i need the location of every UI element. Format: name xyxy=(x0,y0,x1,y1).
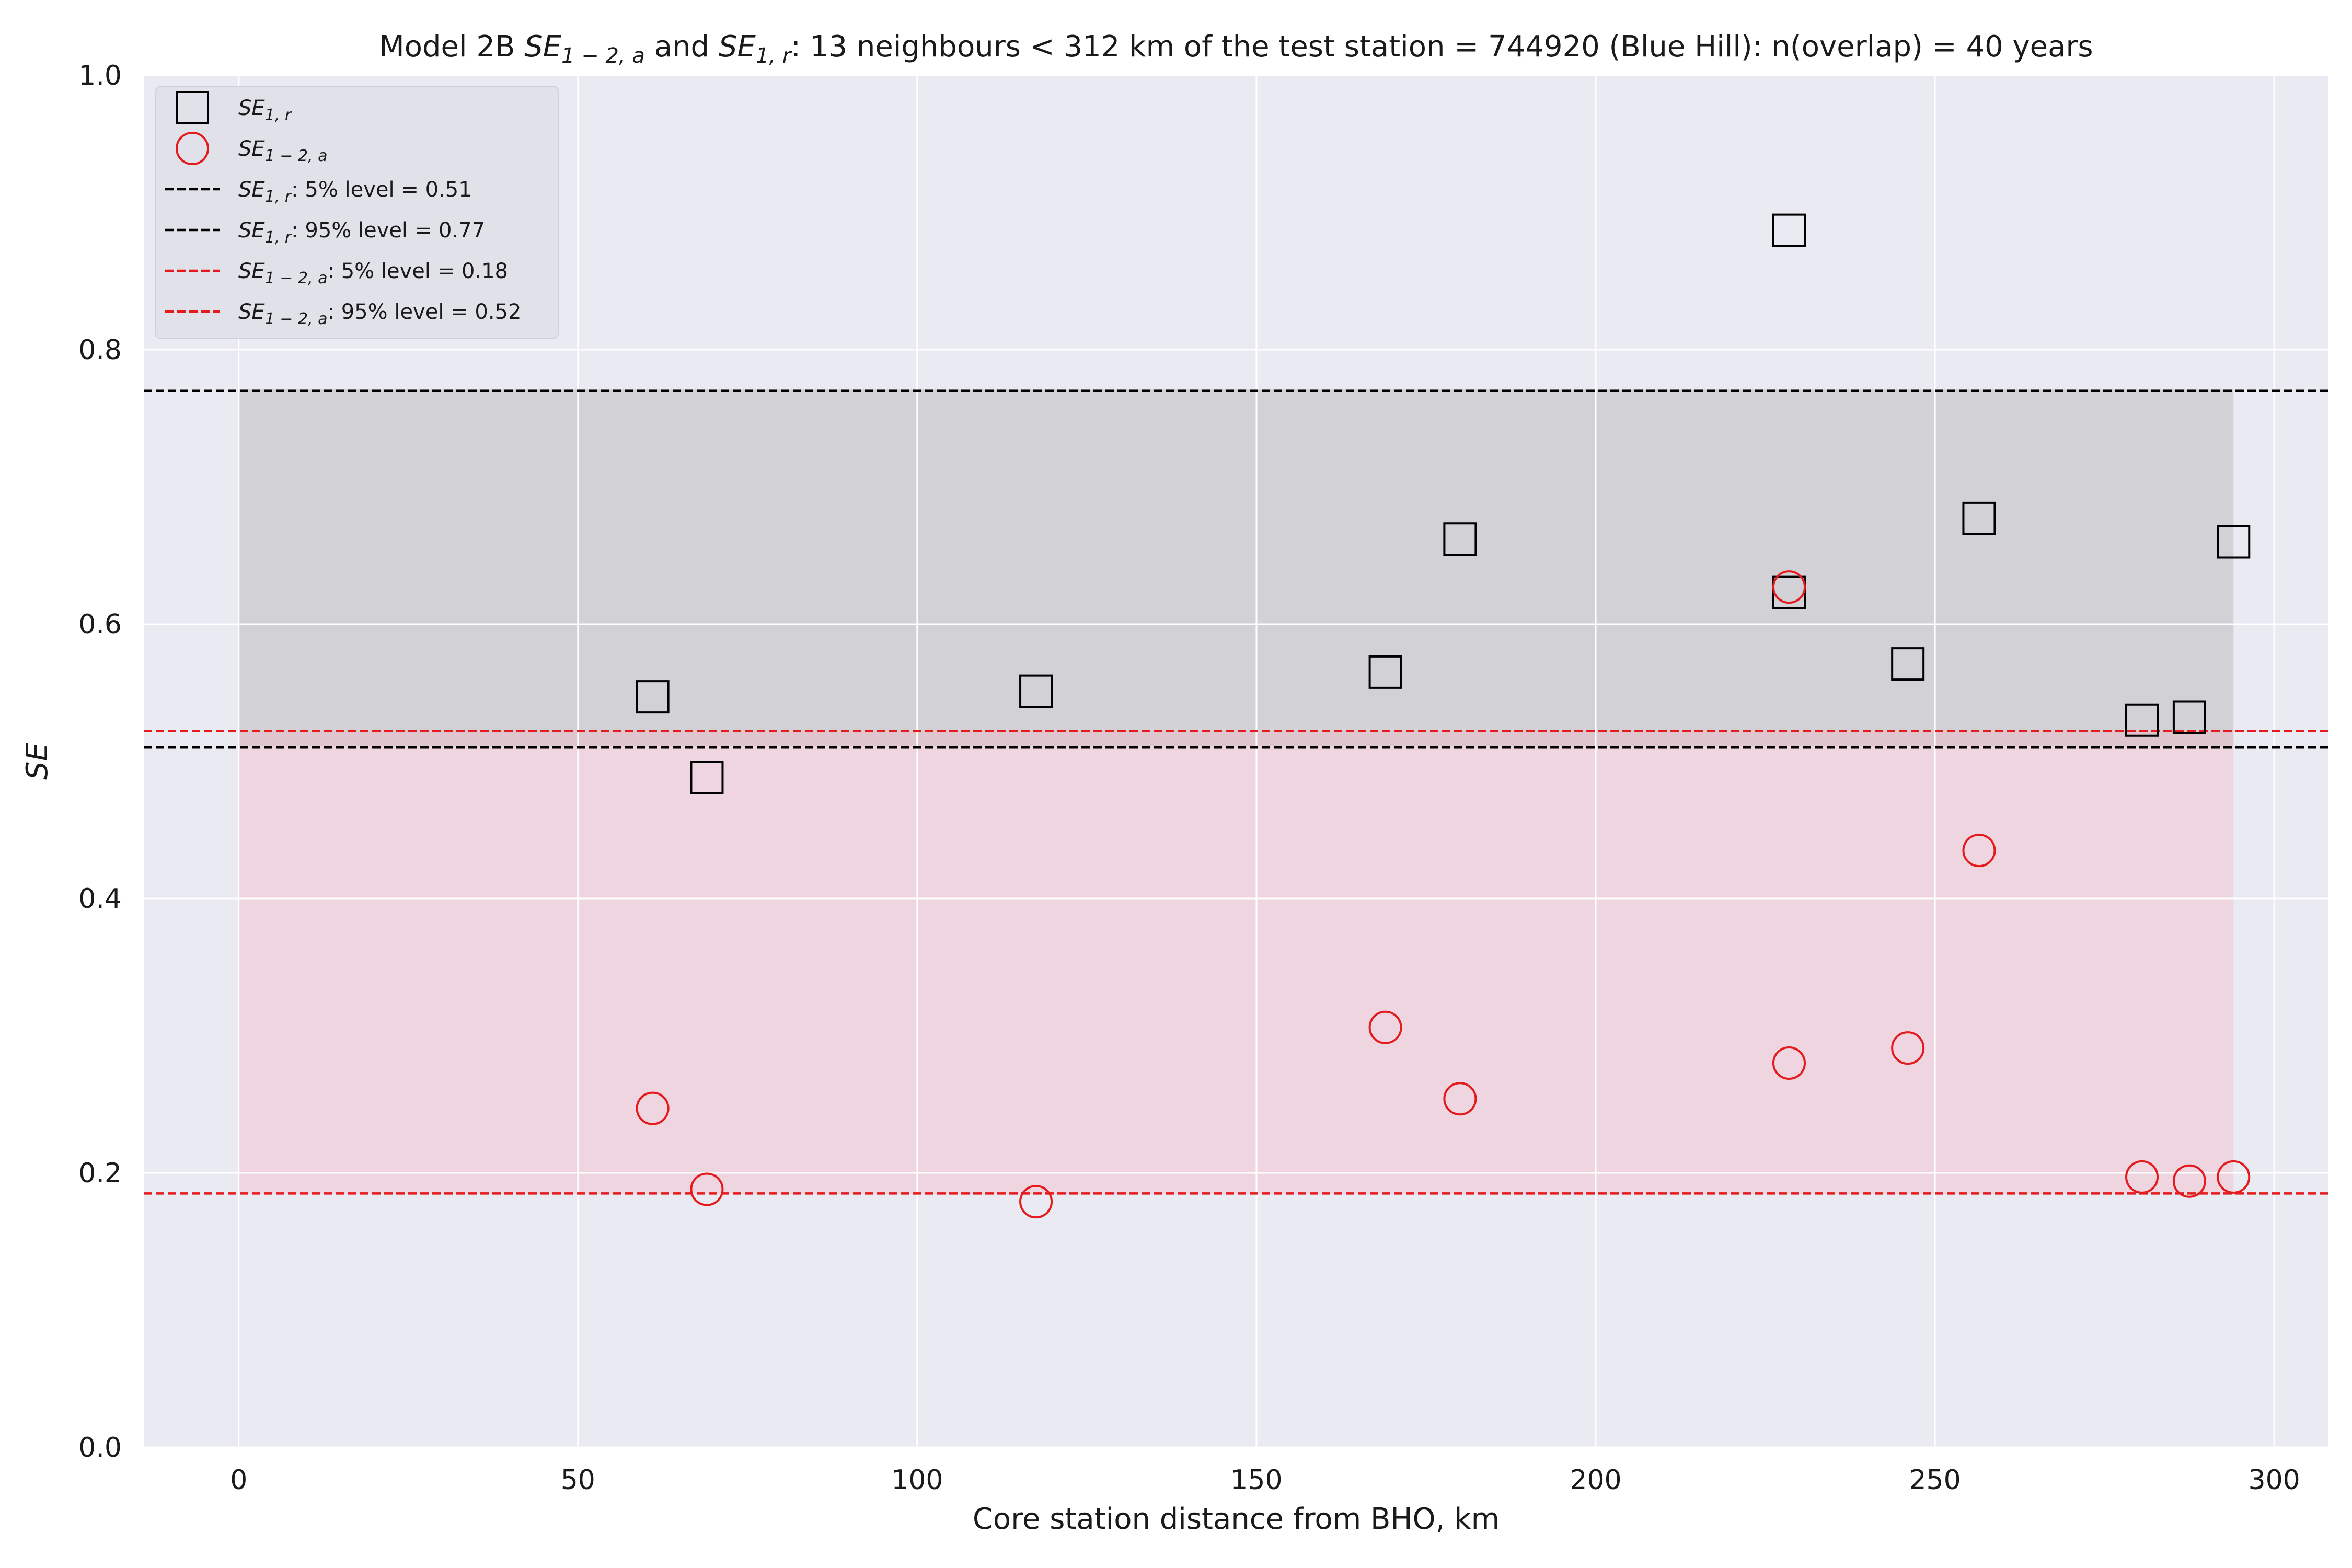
y-axis-ticks: 0.0 0.2 0.4 0.6 0.8 1.0 xyxy=(78,60,122,1463)
title-suffix: : 13 neighbours < 312 km of the test sta… xyxy=(791,30,2093,64)
legend-box xyxy=(155,86,559,339)
y-tick-label: 0.6 xyxy=(78,609,122,640)
title-se-a-sub: 1 − 2, a xyxy=(561,44,645,68)
point-circle xyxy=(636,1091,670,1125)
point-circle xyxy=(2217,1160,2251,1194)
x-tick-label: 300 xyxy=(2249,1465,2300,1496)
y-tick-label: 0.0 xyxy=(78,1432,122,1463)
point-square xyxy=(1962,501,1996,535)
title-se-a: SE xyxy=(524,30,562,64)
point-square xyxy=(2172,700,2206,734)
point-circle xyxy=(690,1172,724,1206)
legend-label-ref-0: SE1, r: 5% level = 0.51 xyxy=(238,178,472,206)
legend-label-se-r: SE1, r xyxy=(238,96,292,124)
point-circle xyxy=(1891,1031,1925,1065)
data-points xyxy=(636,213,2251,1219)
point-circle xyxy=(1962,834,1996,868)
x-tick-label: 50 xyxy=(561,1465,595,1496)
y-tick-label: 0.4 xyxy=(78,883,122,915)
point-square xyxy=(1772,213,1806,247)
y-axis-label: SE xyxy=(20,742,54,780)
y-tick-label: 0.8 xyxy=(78,335,122,366)
point-circle xyxy=(2125,1160,2159,1194)
legend: SE1, r SE1 − 2, a SE1, r: 5% level = 0.51 S… xyxy=(155,86,559,339)
title-middle: and xyxy=(645,30,719,64)
point-square xyxy=(1368,655,1402,689)
band-0 xyxy=(238,389,2234,746)
band-1 xyxy=(238,731,2234,1194)
title-prefix: Model 2B xyxy=(379,30,524,64)
legend-label-se-a: SE1 − 2, a xyxy=(238,137,328,165)
point-circle xyxy=(2172,1164,2206,1198)
point-square xyxy=(1443,522,1477,556)
point-circle xyxy=(1443,1082,1477,1116)
x-tick-label: 250 xyxy=(1909,1465,1961,1496)
legend-label-ref-3: SE1 − 2, a: 95% level = 0.52 xyxy=(238,300,521,328)
point-square xyxy=(636,680,670,714)
x-axis-label: Core station distance from BHO, km xyxy=(973,1502,1500,1536)
title-se-r: SE xyxy=(719,30,756,64)
legend-label-ref-2: SE1 − 2, a: 5% level = 0.18 xyxy=(238,259,508,287)
x-axis-ticks: 0 50 100 150 200 250 300 xyxy=(230,1465,2300,1496)
point-circle xyxy=(1772,1046,1806,1080)
point-square xyxy=(1019,674,1053,708)
confidence-bands xyxy=(238,389,2234,1194)
point-circle xyxy=(1019,1185,1053,1219)
grid-lines xyxy=(144,74,2328,1448)
y-tick-label: 0.2 xyxy=(78,1158,122,1189)
reference-lines xyxy=(144,389,2328,1195)
x-tick-label: 100 xyxy=(891,1465,943,1496)
legend-square-marker xyxy=(176,91,209,124)
x-tick-label: 0 xyxy=(230,1465,247,1496)
point-square xyxy=(690,761,724,794)
x-tick-label: 200 xyxy=(1570,1465,1621,1496)
point-circle xyxy=(1368,1010,1402,1044)
point-square xyxy=(1891,647,1925,681)
title-se-r-sub: 1, r xyxy=(756,44,792,68)
point-square xyxy=(2125,703,2159,737)
point-square xyxy=(2217,525,2251,559)
y-tick-label: 1.0 xyxy=(78,60,122,91)
legend-label-ref-1: SE1, r: 95% level = 0.77 xyxy=(238,218,485,247)
point-circle xyxy=(1772,570,1806,604)
x-tick-label: 150 xyxy=(1230,1465,1282,1496)
legend-circle-marker xyxy=(176,132,209,165)
chart-title: Model 2B SE1 − 2, a and SE1, r: 13 neigh… xyxy=(379,30,2093,68)
